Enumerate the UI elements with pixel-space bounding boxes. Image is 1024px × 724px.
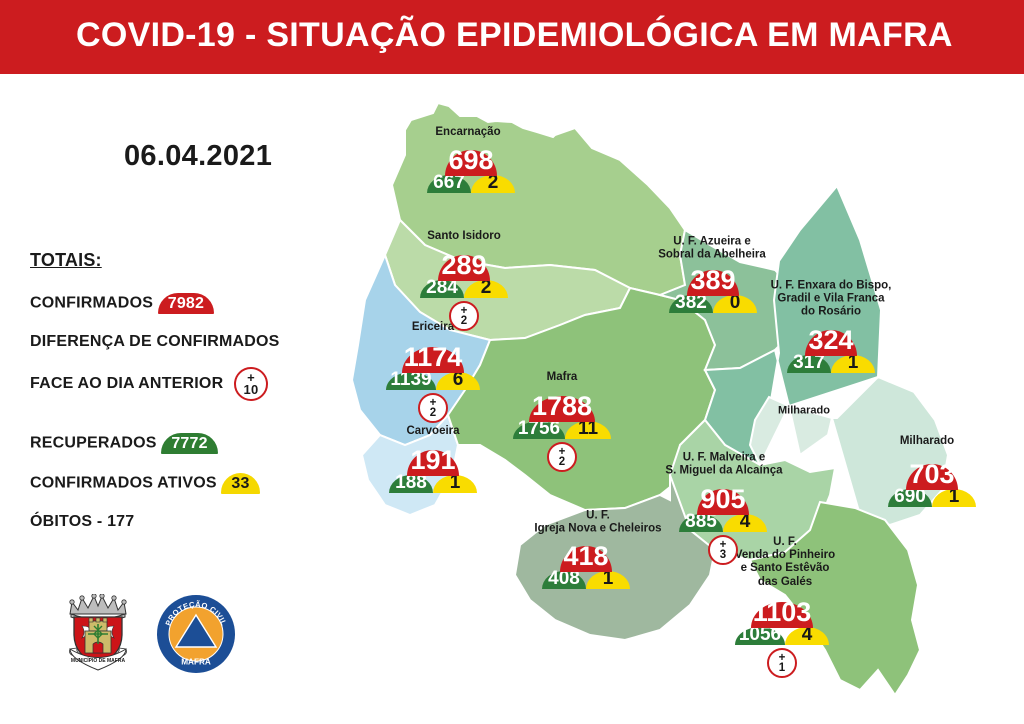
svg-text:MUNICÍPIO DE MAFRA: MUNICÍPIO DE MAFRA	[71, 656, 126, 664]
svg-text:MAFRA: MAFRA	[182, 658, 212, 667]
